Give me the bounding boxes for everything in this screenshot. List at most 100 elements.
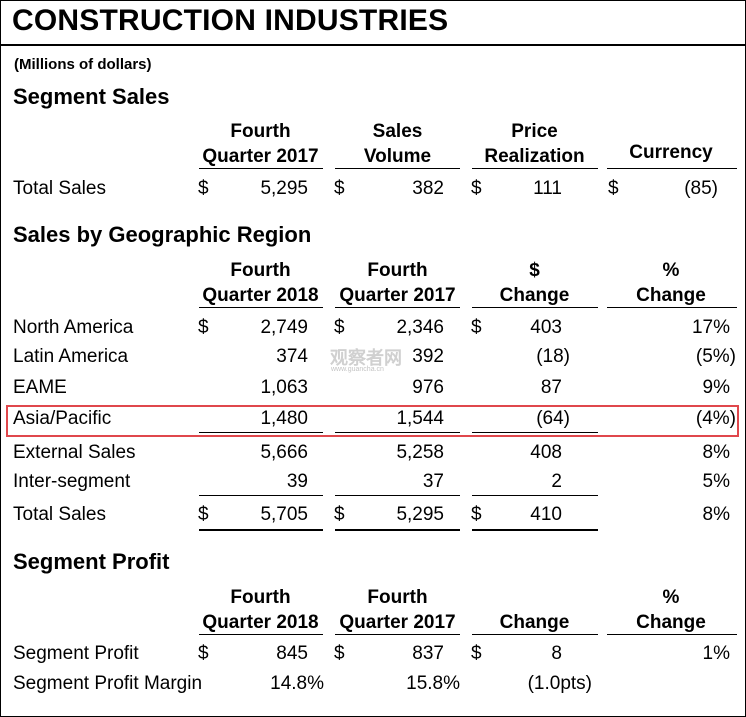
header-rule (335, 307, 460, 308)
total-rule (472, 495, 598, 496)
value-cell: (5%) (695, 346, 736, 367)
value-cell: 837 (412, 643, 444, 664)
value-cell: 15.8% (406, 673, 460, 694)
watermark-url: www.guancha.cn (331, 366, 384, 373)
value-cell: 2,749 (260, 317, 308, 338)
row-label: North America (13, 317, 134, 338)
column-header: % Change (636, 587, 706, 633)
column-header: Fourth Quarter 2017 (339, 587, 456, 633)
value-cell: 17% (691, 317, 730, 338)
value-cell: 87 (540, 377, 562, 398)
currency-symbol: $ (334, 643, 345, 664)
value-cell: 8 (551, 643, 562, 664)
header-rule (199, 634, 323, 635)
value-cell: 845 (276, 643, 308, 664)
column-header: Change (499, 612, 570, 633)
value-cell: 111 (533, 178, 562, 199)
value-cell: 374 (276, 346, 308, 367)
subtotal-rule (472, 432, 598, 433)
value-cell: 5% (702, 471, 730, 492)
double-rule (199, 529, 323, 531)
value-cell: 408 (530, 442, 562, 463)
value-cell: (18) (536, 346, 570, 367)
value-cell: (64) (536, 408, 570, 429)
column-header: Fourth Quarter 2017 (339, 260, 456, 306)
header-rule (607, 307, 737, 308)
value-cell: (1.0pts) (527, 673, 592, 694)
currency-symbol: $ (198, 317, 209, 338)
header-rule (607, 168, 737, 169)
value-cell: (85) (684, 178, 718, 199)
column-header: Fourth Quarter 2018 (202, 260, 319, 306)
value-cell: 5,295 (260, 178, 308, 199)
value-cell: 1,063 (260, 377, 308, 398)
title-divider (0, 44, 746, 46)
segment-profit-heading: Segment Profit (13, 549, 170, 574)
subtotal-rule (335, 432, 460, 433)
column-header: $ Change (499, 260, 570, 306)
currency-symbol: $ (198, 643, 209, 664)
value-cell: 1,544 (396, 408, 444, 429)
row-label: Asia/Pacific (13, 408, 112, 429)
header-rule (199, 307, 323, 308)
currency-symbol: $ (334, 317, 345, 338)
value-cell: 2,346 (396, 317, 444, 338)
value-cell: 9% (702, 377, 730, 398)
value-cell: 392 (412, 346, 444, 367)
page-title: CONSTRUCTION INDUSTRIES (12, 4, 449, 37)
currency-symbol: $ (608, 178, 619, 199)
value-cell: 976 (412, 377, 444, 398)
column-header: Sales Volume (363, 121, 432, 167)
currency-symbol: $ (334, 504, 345, 525)
value-cell: 382 (412, 178, 444, 199)
value-cell: 5,666 (260, 442, 308, 463)
value-cell: 37 (422, 471, 444, 492)
value-cell: 2 (551, 471, 562, 492)
header-rule (472, 307, 598, 308)
row-label: Total Sales (13, 504, 106, 525)
units-note: (Millions of dollars) (14, 56, 152, 73)
column-header: Price Realization (484, 121, 585, 167)
currency-symbol: $ (198, 178, 209, 199)
column-header: Currency (629, 142, 713, 163)
row-label: Segment Profit (13, 643, 139, 664)
row-label: EAME (13, 377, 67, 398)
segment-sales-heading: Segment Sales (13, 84, 170, 109)
highlight-box (6, 405, 739, 437)
row-label: Latin America (13, 346, 129, 367)
header-rule (199, 168, 323, 169)
value-cell: 5,295 (396, 504, 444, 525)
currency-symbol: $ (198, 504, 209, 525)
header-rule (335, 168, 460, 169)
region-heading: Sales by Geographic Region (13, 222, 312, 247)
value-cell: 403 (530, 317, 562, 338)
header-rule (472, 168, 598, 169)
value-cell: 1% (702, 643, 730, 664)
value-cell: 14.8% (270, 673, 324, 694)
row-label: External Sales (13, 442, 136, 463)
header-rule (335, 634, 460, 635)
value-cell: 1,480 (260, 408, 308, 429)
value-cell: 5,705 (260, 504, 308, 525)
currency-symbol: $ (471, 643, 482, 664)
value-cell: 8% (702, 442, 730, 463)
double-rule (472, 529, 598, 531)
total-rule (199, 495, 323, 496)
row-label: Inter-segment (13, 471, 131, 492)
column-header: Fourth Quarter 2018 (202, 587, 319, 633)
currency-symbol: $ (471, 317, 482, 338)
row-label: Total Sales (13, 178, 106, 199)
row-label: Segment Profit Margin (13, 673, 203, 694)
subtotal-rule (199, 432, 323, 433)
double-rule (335, 529, 460, 531)
value-cell: 8% (702, 504, 730, 525)
value-cell: 5,258 (396, 442, 444, 463)
header-rule (607, 634, 737, 635)
currency-symbol: $ (471, 178, 482, 199)
currency-symbol: $ (334, 178, 345, 199)
total-rule (335, 495, 460, 496)
currency-symbol: $ (471, 504, 482, 525)
value-cell: 39 (286, 471, 308, 492)
value-cell: (4%) (695, 408, 736, 429)
column-header: % Change (636, 260, 706, 306)
